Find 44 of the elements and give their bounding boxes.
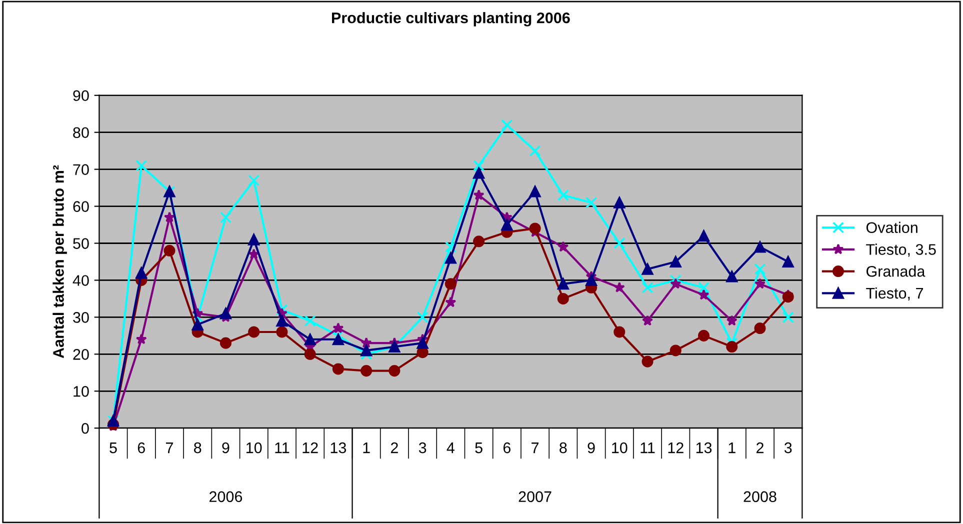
text: 2006 xyxy=(210,491,242,502)
x-tick-label: 5 xyxy=(110,442,117,454)
legend-label: Granada xyxy=(866,266,926,277)
x-tick-label: 8 xyxy=(560,442,567,454)
legend-label: Tiesto, 7 xyxy=(866,287,923,300)
x-tick-label: 3 xyxy=(784,442,792,454)
y-tick-label: 60 xyxy=(73,201,89,212)
x-tick-label: 11 xyxy=(640,442,655,454)
y-tick-label: 50 xyxy=(73,238,89,249)
x-tick-label: 9 xyxy=(222,442,230,454)
x-tick-label: 12 xyxy=(668,442,684,454)
x-tick-label: 9 xyxy=(588,442,595,454)
y-tick-label: 70 xyxy=(73,164,89,175)
y-tick-label: 0 xyxy=(82,422,89,434)
x-tick-label: 11 xyxy=(275,442,290,454)
x-tick-label: 3 xyxy=(418,442,426,454)
x-tick-label: 2 xyxy=(756,442,764,454)
legend-label: Tiesto, 3.5 xyxy=(866,244,936,257)
y-tick-label: 30 xyxy=(73,312,89,323)
y-tick-label: 40 xyxy=(72,275,89,286)
y-tick-label: 90 xyxy=(73,90,89,102)
x-tick-label: 6 xyxy=(138,442,145,454)
x-tick-label: 4 xyxy=(446,442,454,454)
legend-label: Ovation xyxy=(866,222,918,234)
x-tick-label: 5 xyxy=(475,442,482,454)
x-tick-label: 6 xyxy=(503,442,510,454)
x-tick-label: 12 xyxy=(302,442,318,454)
x-tick-label: 1 xyxy=(728,442,736,454)
text: 2007 xyxy=(518,491,552,502)
y-tick-label: 80 xyxy=(73,127,89,138)
x-tick-label: 1 xyxy=(363,442,370,454)
y-tick-label: 20 xyxy=(73,349,89,360)
x-tick-label: 7 xyxy=(532,442,539,454)
x-tick-label: 2 xyxy=(390,442,398,454)
x-tick-label: 13 xyxy=(696,442,712,454)
x-tick-label: 13 xyxy=(330,442,346,454)
y-tick-label: 10 xyxy=(74,386,89,397)
x-tick-label: 10 xyxy=(246,442,262,454)
y-axis-title: Aantal takken per bruto m² xyxy=(52,165,67,358)
text: 2008 xyxy=(744,491,776,502)
x-tick-label: 7 xyxy=(166,442,173,454)
chart-title: Productie cultivars planting 2006 xyxy=(332,12,570,26)
x-tick-label: 8 xyxy=(194,442,202,454)
x-tick-label: 10 xyxy=(612,442,628,454)
